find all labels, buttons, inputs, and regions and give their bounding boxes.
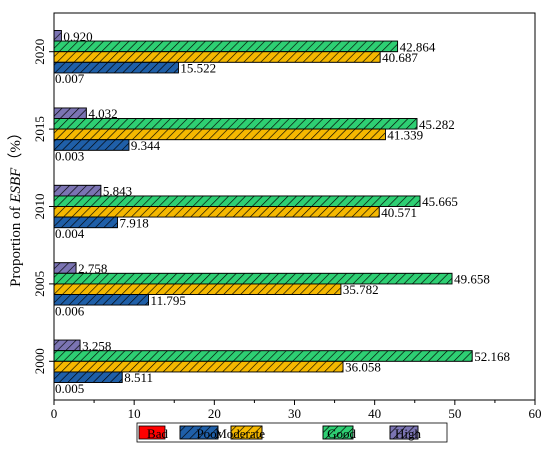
x-tick-label-10: 10 bbox=[128, 406, 141, 421]
data-label-good-2015: 45.282 bbox=[419, 117, 455, 132]
data-label-bad-2010: 0.004 bbox=[55, 226, 85, 241]
bar-hatch-moderate-2010 bbox=[53, 206, 380, 218]
data-label-poor-2005: 11.795 bbox=[151, 293, 186, 308]
legend-label-moderate: Moderate bbox=[215, 426, 265, 441]
data-label-poor-2015: 9.344 bbox=[131, 138, 161, 153]
y-tick-label-2000: 2000 bbox=[32, 348, 47, 374]
x-tick-label-0: 0 bbox=[51, 406, 58, 421]
x-tick-label-20: 20 bbox=[208, 406, 221, 421]
legend-label-poor: Poor bbox=[196, 426, 221, 441]
legend-label-high: High bbox=[395, 426, 422, 441]
data-label-moderate-2015: 41.339 bbox=[387, 127, 423, 142]
axes-layer: 0 10 20 30 40 50 60 2000 2005 2010 2015 2020 bbox=[32, 39, 542, 421]
data-label-good-2010: 45.665 bbox=[422, 194, 458, 209]
data-label-high-2015: 4.032 bbox=[88, 106, 117, 121]
y-axis-label: Proportion of ESBF（%） bbox=[7, 125, 24, 287]
bar-hatch-good-2005 bbox=[53, 272, 453, 285]
data-label-good-2005: 49.658 bbox=[454, 272, 490, 287]
data-labels-layer: 3.258 52.168 36.058 8.511 0.005 2.758 49.658 35… bbox=[55, 29, 510, 396]
data-label-moderate-2000: 36.058 bbox=[345, 360, 381, 375]
data-label-good-2000: 52.168 bbox=[474, 349, 510, 364]
data-label-bad-2015: 0.003 bbox=[55, 149, 84, 164]
y-tick-label-2015: 2015 bbox=[32, 116, 47, 142]
bar-hatch-moderate-2020 bbox=[53, 51, 381, 63]
data-label-moderate-2005: 35.782 bbox=[343, 282, 379, 297]
bar-hatch-good-2000 bbox=[53, 350, 473, 362]
legend-label-bad: Bad bbox=[147, 426, 168, 441]
legend-swatch-hatch-good bbox=[322, 425, 354, 440]
data-label-high-2020: 0.920 bbox=[63, 29, 92, 44]
bar-hatch-high-2020 bbox=[53, 30, 62, 42]
data-label-high-2005: 2.758 bbox=[78, 261, 107, 276]
data-label-bad-2020: 0.007 bbox=[55, 71, 85, 86]
bar-hatch-high-2005 bbox=[53, 262, 77, 274]
bar-hatch-moderate-2000 bbox=[53, 360, 344, 373]
data-label-bad-2000: 0.005 bbox=[55, 381, 84, 396]
data-label-high-2000: 3.258 bbox=[82, 338, 111, 353]
x-tick-label-30: 30 bbox=[288, 406, 301, 421]
data-label-poor-2020: 15.522 bbox=[180, 61, 216, 76]
data-label-high-2010: 5.843 bbox=[103, 184, 132, 199]
bar-hatch-high-2015 bbox=[53, 107, 87, 119]
x-tick-label-60: 60 bbox=[529, 406, 542, 421]
bar-hatch-high-2010 bbox=[53, 184, 102, 197]
x-tick-label-40: 40 bbox=[368, 406, 381, 421]
bars-layer bbox=[53, 30, 473, 383]
data-label-poor-2010: 7.918 bbox=[119, 215, 148, 230]
bar-hatch-moderate-2005 bbox=[53, 283, 342, 295]
legend-swatch-hatch-poor bbox=[179, 425, 219, 440]
y-tick-label-2010: 2010 bbox=[32, 194, 47, 220]
bar-hatch-good-2020 bbox=[53, 40, 399, 53]
legend-swatch-bad bbox=[138, 425, 166, 440]
data-label-good-2020: 42.864 bbox=[400, 39, 436, 54]
legend-swatch-hatch-moderate bbox=[230, 425, 263, 440]
data-label-poor-2000: 8.511 bbox=[124, 370, 153, 385]
data-label-moderate-2020: 40.687 bbox=[382, 50, 418, 65]
legend-label-good: Good bbox=[327, 426, 356, 441]
data-label-moderate-2010: 40.571 bbox=[381, 205, 417, 220]
data-label-bad-2005: 0.006 bbox=[55, 303, 85, 318]
bar-hatch-moderate-2015 bbox=[53, 128, 386, 141]
y-tick-label-2020: 2020 bbox=[32, 39, 47, 65]
legend-swatch-hatch-high bbox=[389, 425, 419, 440]
x-tick-label-50: 50 bbox=[448, 406, 461, 421]
y-tick-label-2005: 2005 bbox=[32, 271, 47, 297]
bar-hatch-high-2000 bbox=[53, 339, 81, 352]
